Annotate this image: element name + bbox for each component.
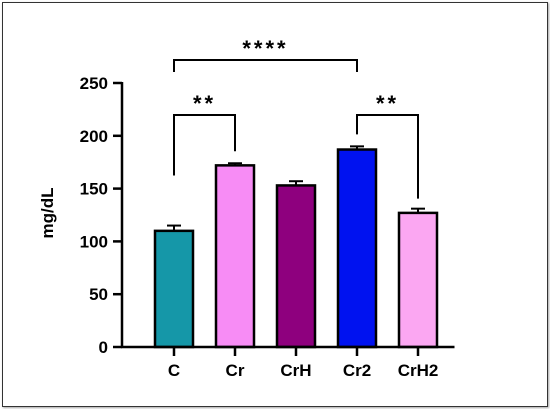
x-tick-label: C [168,361,180,380]
y-axis-label: mg/dL [38,188,57,239]
significance-label: ** [193,91,216,116]
bar [397,211,439,349]
y-tick-label: 150 [80,180,108,199]
y-tick-label: 100 [80,232,108,251]
significance-brackets: ****** ** [173,36,419,199]
significance-bracket [173,114,236,176]
x-axis: C Cr CrH Cr2 CrH2 [121,345,455,380]
y-tick-label: 200 [80,127,108,146]
x-tick-label: Cr2 [343,361,371,380]
y-tick-label: 0 [99,338,108,357]
significance-label: **** [242,36,288,61]
x-tick-label: Cr [226,361,245,380]
bar [275,184,317,349]
significance-label: ** [376,91,399,116]
y-tick-label: 50 [89,285,108,304]
bar [214,164,256,349]
significance-bracket [173,59,358,72]
y-axis: 0 50 100 150 200 250 [80,74,124,357]
x-tick-label: CrH [280,361,311,380]
significance-bracket [356,114,419,199]
bars [153,145,439,349]
x-tick-label: CrH2 [398,361,439,380]
y-tick-label: 250 [80,74,108,93]
bar [153,229,195,349]
bar [336,148,378,349]
